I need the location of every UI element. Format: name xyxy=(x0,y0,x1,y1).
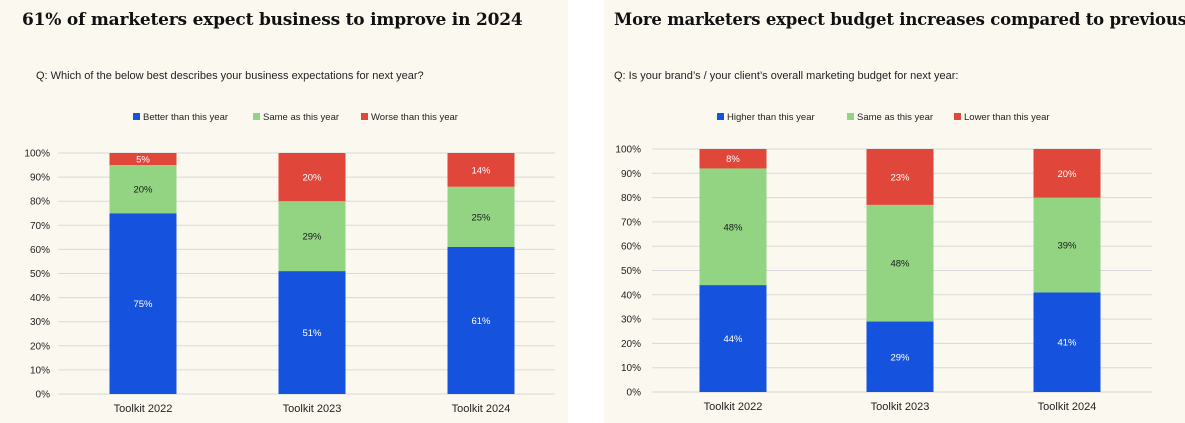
x-tick-label: Toolkit 2024 xyxy=(1038,401,1097,413)
data-label: 25% xyxy=(471,212,491,223)
y-tick-label: 80% xyxy=(621,193,641,204)
bar-segment xyxy=(278,153,346,202)
y-tick-label: 10% xyxy=(621,363,641,374)
y-tick-label: 0% xyxy=(36,390,51,401)
legend-swatch xyxy=(253,113,260,120)
legend-swatch xyxy=(361,113,368,120)
y-tick-label: 70% xyxy=(30,221,50,232)
bar-segment xyxy=(109,165,177,214)
bar-segment xyxy=(1033,292,1101,392)
x-tick-label: Toolkit 2022 xyxy=(704,401,763,413)
legend-entry: Better than this year xyxy=(143,112,228,123)
stacked-bar-chart-business: 0% 10% 20% 30% 40% 50% 60% 70% 80% 90% 100% Better … xyxy=(24,112,555,415)
y-tick-label: 20% xyxy=(621,339,641,350)
bar-segment xyxy=(1033,149,1101,198)
data-label: 5% xyxy=(136,155,150,166)
bar-segment xyxy=(866,149,934,205)
data-label: 75% xyxy=(133,299,153,310)
y-tick-label: 100% xyxy=(615,145,641,156)
data-label: 48% xyxy=(723,222,743,233)
legend-swatch xyxy=(717,113,724,120)
bar-segment xyxy=(1033,197,1101,293)
data-label: 20% xyxy=(302,173,322,184)
legend-entry: Higher than this year xyxy=(727,112,815,123)
y-tick-label: 60% xyxy=(30,245,50,256)
data-label: 41% xyxy=(1057,338,1077,349)
data-label: 23% xyxy=(890,172,910,183)
bar-segment xyxy=(278,271,346,394)
legend-swatch xyxy=(954,113,961,120)
bar-segment xyxy=(866,321,934,392)
y-tick-label: 80% xyxy=(30,197,50,208)
legend-entry: Lower than this year xyxy=(964,112,1050,123)
data-label: 29% xyxy=(890,352,910,363)
data-label: 29% xyxy=(302,232,322,243)
bar-segment xyxy=(109,153,177,166)
y-tick-label: 30% xyxy=(30,317,50,328)
chart-panel-budget-expectations: More marketers expect budget increases c… xyxy=(604,0,1185,423)
y-tick-label: 70% xyxy=(621,217,641,228)
chart-question: Q: Is your brand’s / your client’s overa… xyxy=(614,70,959,82)
x-tick-label: Toolkit 2024 xyxy=(452,403,511,415)
x-tick-label: Toolkit 2022 xyxy=(114,403,173,415)
data-label: 20% xyxy=(1057,169,1077,180)
bar-segment xyxy=(699,285,767,392)
bar-segment xyxy=(447,153,515,187)
data-label: 20% xyxy=(133,185,153,196)
data-label: 14% xyxy=(471,165,491,176)
bar-segment xyxy=(278,201,346,272)
data-label: 39% xyxy=(1057,240,1077,251)
data-label: 61% xyxy=(471,316,491,327)
y-tick-label: 20% xyxy=(30,341,50,352)
y-tick-label: 10% xyxy=(30,365,50,376)
legend-swatch xyxy=(133,113,140,120)
bar-segment xyxy=(109,213,177,394)
y-tick-label: 60% xyxy=(621,242,641,253)
x-tick-label: Toolkit 2023 xyxy=(283,403,342,415)
x-tick-label: Toolkit 2023 xyxy=(871,401,930,413)
y-tick-label: 40% xyxy=(621,290,641,301)
bar-segment xyxy=(447,186,515,247)
data-label: 51% xyxy=(302,328,322,339)
y-tick-label: 0% xyxy=(627,388,642,399)
chart-title: More marketers expect budget increases c… xyxy=(614,10,1185,29)
bar-segment xyxy=(866,204,934,322)
bar-segment xyxy=(699,168,767,286)
chart-panel-business-expectations: 61% of marketers expect business to impr… xyxy=(0,0,568,423)
y-tick-label: 90% xyxy=(621,169,641,180)
chart-question: Q: Which of the below best describes you… xyxy=(36,70,424,82)
legend-entry: Same as this year xyxy=(263,112,339,123)
y-tick-label: 50% xyxy=(621,266,641,277)
bar-segment xyxy=(699,149,767,169)
y-tick-label: 30% xyxy=(621,315,641,326)
stacked-bar-chart-budget: 0% 10% 20% 30% 40% 50% 60% 70% 80% 90% 100% Higher … xyxy=(615,112,1152,413)
y-tick-label: 50% xyxy=(30,269,50,280)
y-tick-label: 90% xyxy=(30,173,50,184)
legend-entry: Same as this year xyxy=(857,112,933,123)
data-label: 48% xyxy=(890,259,910,270)
data-label: 8% xyxy=(726,154,740,165)
chart-title: 61% of marketers expect business to impr… xyxy=(22,10,523,30)
y-tick-label: 100% xyxy=(24,149,50,160)
legend-entry: Worse than this year xyxy=(371,112,458,123)
bar-segment xyxy=(447,246,515,394)
legend-swatch xyxy=(847,113,854,120)
y-tick-label: 40% xyxy=(30,293,50,304)
data-label: 44% xyxy=(723,334,743,345)
